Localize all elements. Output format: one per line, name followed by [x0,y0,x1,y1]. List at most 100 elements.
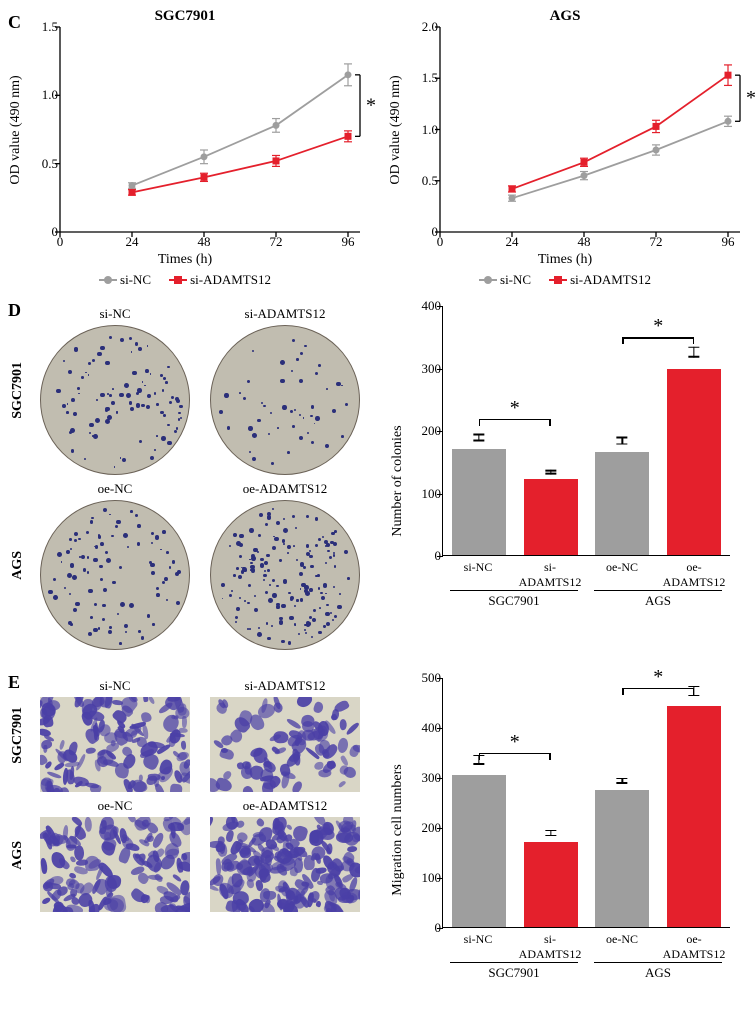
chart-title: AGS [390,8,740,25]
bar-group-labels: SGC7901 AGS [442,962,730,981]
legend-adam-label: si-ADAMTS12 [570,272,651,288]
x-tick: 48 [198,234,211,250]
photo-cell: oe-ADAMTS12 [200,798,370,912]
significance-star: * [653,315,663,338]
bar-x-label: oe-ADAMTS12 [658,556,730,590]
line-legend: si-NC si-ADAMTS12 [10,272,360,288]
linechart-ags: AGS OD value (490 nm) * 00.51.01.52.0 02… [390,8,740,288]
bar-slot [587,678,659,927]
photo-caption: si-NC [30,678,200,694]
bar [595,452,649,555]
significance-star: * [510,397,520,420]
line-plot-area: * 00.51.01.52.0 024487296 [440,27,740,232]
panel-d: D SGC7901si-NCsi-ADAMTS12AGSoe-NCoe-ADAM… [10,306,745,656]
photo-cell: si-ADAMTS12 [200,306,370,475]
svg-text:*: * [366,95,376,117]
photo-row-label: SGC7901 [10,707,30,764]
photo-cell: si-NC [30,306,200,475]
colony-photo-grid: SGC7901 si-NCsi-ADAMTS12AGSoe-NCoe-ADAMTS… [10,306,370,656]
line-plot-area: * 00.51.01.5 024487296 [60,27,360,232]
bar-plot-area: 0100200300400500 ** [442,678,730,928]
bar-group-label: SGC7901 [450,962,578,981]
y-tick-labels: 00.51.01.52.0 [412,27,438,232]
line-svg: * [440,27,740,232]
legend-adam: si-ADAMTS12 [169,272,271,288]
bar-ylabel: Number of colonies [390,425,406,536]
photo-cell: si-NC [30,678,200,792]
bar-plot-area: 0100200300400 ** [442,306,730,556]
chart-title: SGC7901 [10,8,360,25]
bar-slot [443,306,515,555]
photo-caption: oe-ADAMTS12 [200,481,370,497]
bar-slot [443,678,515,927]
micrograph-icon [210,817,360,912]
panel-e: E SGC7901si-NCsi-ADAMTS12AGSoe-NCoe-ADAM… [10,678,745,981]
photo-row: SGC7901 si-NCsi-ADAMTS12 [10,306,370,475]
x-tick: 0 [437,234,444,250]
photo-row-label: SGC7901 [10,362,30,419]
y-tick: 2.0 [422,19,438,35]
y-tick-labels: 00.51.01.5 [32,27,58,232]
x-tick: 24 [126,234,139,250]
legend-nc-label: si-NC [500,272,531,288]
x-tick: 96 [722,234,735,250]
bar-x-label: oe-NC [586,556,658,590]
photo-cell: si-ADAMTS12 [200,678,370,792]
bar [452,775,506,928]
bar [667,706,721,927]
linechart-sgc7901: SGC7901 OD value (490 nm) * 00.51.01.5 0… [10,8,360,288]
photo-caption: si-NC [30,306,200,322]
bars-area [443,678,730,927]
photo-row-label: AGS [10,841,30,870]
photo-cell: oe-NC [30,798,200,912]
migration-barchart: Migration cell numbers 0100200300400500 … [390,678,730,981]
y-tick: 0.5 [42,156,58,172]
bar-ylabel: Migration cell numbers [390,764,406,895]
bar-y-tick-labels: 0100200300400500 [411,678,441,927]
y-tick: 1.0 [422,122,438,138]
x-axis-label: Times (h) [10,252,360,268]
y-axis-label: OD value (490 nm) [388,75,404,184]
bar-group-label: SGC7901 [450,590,578,609]
x-tick: 24 [506,234,519,250]
photo-row: AGSoe-NCoe-ADAMTS12 [10,481,370,650]
panel-c: C SGC7901 OD value (490 nm) * 00.51.01.5… [10,8,745,288]
bar-x-label: si-NC [442,556,514,590]
photo-caption: oe-NC [30,481,200,497]
y-tick: 0.5 [422,173,438,189]
bar [595,790,649,928]
bars-area [443,306,730,555]
micrograph-icon [40,697,190,792]
line-legend: si-NC si-ADAMTS12 [390,272,740,288]
legend-adam-label: si-ADAMTS12 [190,272,271,288]
bar-x-label: si-NC [442,928,514,962]
bar-slot [515,306,587,555]
bar-x-label: si-ADAMTS12 [514,556,586,590]
colony-dish-icon [40,500,190,650]
bar [524,842,578,927]
bar-x-labels: si-NCsi-ADAMTS12oe-NCoe-ADAMTS12 [442,928,730,962]
x-tick: 0 [57,234,64,250]
colony-dish-icon [210,325,360,475]
significance-star: * [653,666,663,689]
x-tick: 72 [650,234,663,250]
colony-dish-icon [40,325,190,475]
photo-caption: oe-NC [30,798,200,814]
x-tick-labels: 0 24 48 72 96 [440,234,740,250]
x-tick: 72 [270,234,283,250]
photo-cell: oe-ADAMTS12 [200,481,370,650]
svg-text:*: * [746,87,755,109]
bar-slot [658,678,730,927]
photo-caption: oe-ADAMTS12 [200,798,370,814]
x-axis-label: Times (h) [390,252,740,268]
migration-photo-grid: SGC7901si-NCsi-ADAMTS12 AGS oe-NCoe-ADAMTS… [10,678,370,981]
bar-slot [658,306,730,555]
bar-group-labels: SGC7901AGS [442,590,730,609]
bar-x-label: oe-NC [586,928,658,962]
bar-group-label: AGS [594,962,722,981]
colony-barchart: Number of colonies 0100200300400 ** si-N… [390,306,730,656]
x-tick: 48 [578,234,591,250]
bar-x-labels: si-NCsi-ADAMTS12oe-NCoe-ADAMTS12 [442,556,730,590]
photo-cell: oe-NC [30,481,200,650]
legend-nc: si-NC [99,272,151,288]
